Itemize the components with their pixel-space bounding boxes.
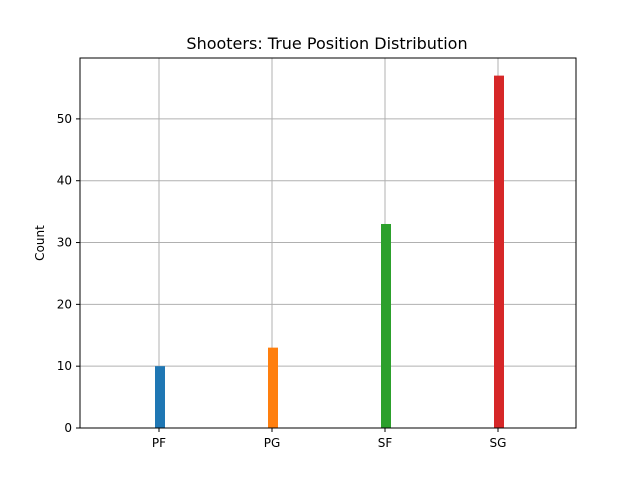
y-tick-label: 50 (57, 112, 72, 126)
chart-title: Shooters: True Position Distribution (186, 34, 467, 53)
x-tick-label: PG (264, 436, 281, 450)
bar-sg (494, 75, 504, 428)
bar-sf (381, 223, 391, 428)
bars (155, 75, 504, 428)
x-tick-label: SF (378, 436, 393, 450)
x-axis: PF PG SF SG (152, 428, 507, 450)
y-tick-label: 30 (57, 236, 72, 250)
bar-pf (155, 366, 165, 428)
y-axis-label: Count (33, 225, 47, 261)
y-tick-label: 10 (57, 359, 72, 373)
y-axis: 0 10 20 30 40 50 (57, 112, 80, 435)
x-tick-label: PF (152, 436, 166, 450)
y-tick-label: 20 (57, 297, 72, 311)
bar-pg (268, 347, 278, 428)
x-tick-label: SG (490, 436, 507, 450)
y-tick-label: 40 (57, 174, 72, 188)
y-tick-label: 0 (64, 421, 72, 435)
